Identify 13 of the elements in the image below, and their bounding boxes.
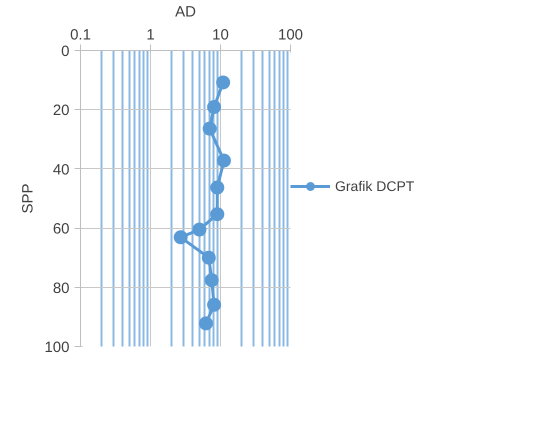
y-tick-label: 60 — [52, 220, 70, 238]
x-tick-label: 100 — [278, 26, 304, 44]
x-tick-label: 10 — [212, 26, 229, 44]
x-tick-label: 1 — [146, 26, 155, 44]
y-tick-label: 100 — [44, 339, 70, 356]
y-axis-title: SPP — [19, 183, 36, 214]
y-tick-label: 80 — [52, 280, 70, 297]
x-tick-label: 0.1 — [70, 26, 91, 44]
y-tick-label: 20 — [52, 102, 70, 120]
y-tick-label: 40 — [52, 161, 70, 178]
x-axis-title: AD — [175, 4, 196, 20]
legend-label: Grafik DCPT — [335, 178, 414, 194]
y-tick-label: 0 — [61, 43, 70, 60]
